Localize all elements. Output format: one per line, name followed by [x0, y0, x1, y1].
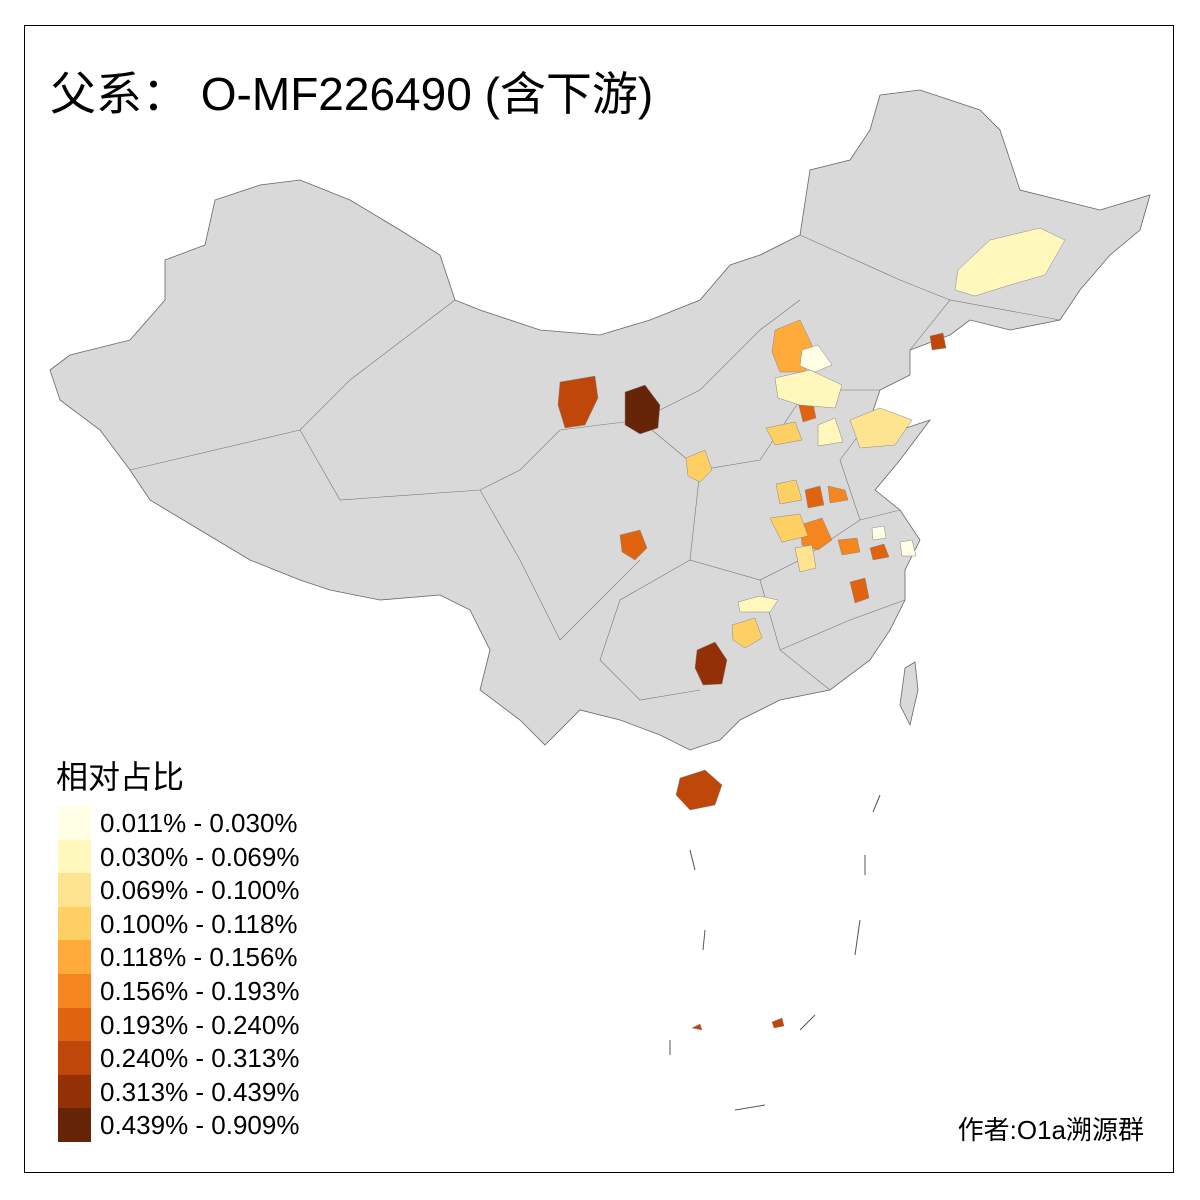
mainland-outline	[49, 89, 1151, 751]
south-china-sea-islands	[669, 794, 881, 1111]
legend-label: 0.100% - 0.118%	[100, 908, 298, 939]
region-fill	[675, 769, 723, 811]
legend-label: 0.030% - 0.069%	[100, 841, 300, 872]
legend-item: 0.439% - 0.909%	[58, 1108, 358, 1142]
region-fill	[624, 384, 661, 435]
legend-label: 0.118% - 0.156%	[100, 942, 298, 973]
legend-swatch	[58, 1108, 91, 1142]
region-fill	[685, 449, 713, 483]
legend-title: 相对占比	[56, 759, 185, 795]
legend-swatch	[58, 906, 91, 941]
region-fill	[737, 595, 779, 613]
author-credit: 作者:O1a溯源群	[957, 1115, 1144, 1145]
taiwan-outline	[899, 661, 919, 727]
legend-swatch	[58, 806, 91, 840]
legend-label: 0.011% - 0.030%	[100, 808, 298, 838]
legend-swatch	[58, 940, 91, 974]
region-fill	[837, 537, 861, 556]
legend-item: 0.313% - 0.439%	[58, 1074, 358, 1109]
region-fill	[765, 421, 803, 446]
region-fill	[557, 375, 599, 429]
region-fill	[849, 407, 913, 449]
legend-label: 0.313% - 0.439%	[100, 1076, 300, 1107]
legend-item: 0.193% - 0.240%	[58, 1007, 358, 1042]
region-fill	[691, 1023, 703, 1031]
legend-swatch	[58, 873, 91, 907]
region-fill	[871, 525, 887, 541]
legend-swatch	[58, 1074, 91, 1109]
region-fill	[869, 543, 890, 561]
legend-swatch	[58, 1041, 91, 1075]
region-fill	[804, 485, 825, 509]
legend-swatch	[58, 974, 91, 1008]
legend-item: 0.240% - 0.313%	[58, 1041, 358, 1075]
legend-label: 0.193% - 0.240%	[100, 1009, 300, 1040]
region-fill	[799, 517, 833, 551]
region-fill	[817, 417, 844, 447]
legend-swatch	[58, 1007, 91, 1042]
region-fill	[799, 344, 833, 373]
region-fill	[694, 641, 728, 686]
legend-label: 0.240% - 0.313%	[100, 1043, 300, 1074]
highlighted-regions	[557, 227, 1066, 1031]
base-map-layer	[49, 89, 1151, 751]
legend-item: 0.118% - 0.156%	[58, 940, 358, 974]
region-fill	[954, 227, 1066, 297]
region-fill	[827, 485, 849, 504]
legend-label: 0.439% - 0.909%	[100, 1110, 300, 1141]
legend-item: 0.156% - 0.193%	[58, 974, 358, 1008]
legend-item: 0.100% - 0.118%	[58, 906, 358, 941]
region-fill	[929, 332, 947, 351]
region-fill	[731, 617, 763, 649]
region-fill	[794, 544, 817, 573]
legend-item: 0.030% - 0.069%	[58, 839, 358, 874]
legend-item: 0.011% - 0.030%	[58, 806, 358, 840]
region-fill	[771, 1017, 785, 1029]
region-fill	[899, 539, 917, 557]
region-fill	[775, 479, 803, 505]
legend-swatch	[58, 839, 91, 874]
region-fill	[769, 513, 809, 543]
map-frame	[24, 25, 1174, 1173]
region-fill	[849, 577, 870, 604]
legend-item: 0.069% - 0.100%	[58, 873, 358, 907]
legend-label: 0.069% - 0.100%	[100, 875, 300, 906]
map-title: 父系： O-MF226490 (含下游)	[50, 68, 654, 120]
legend-label: 0.156% - 0.193%	[100, 976, 300, 1006]
region-fill	[619, 529, 648, 561]
